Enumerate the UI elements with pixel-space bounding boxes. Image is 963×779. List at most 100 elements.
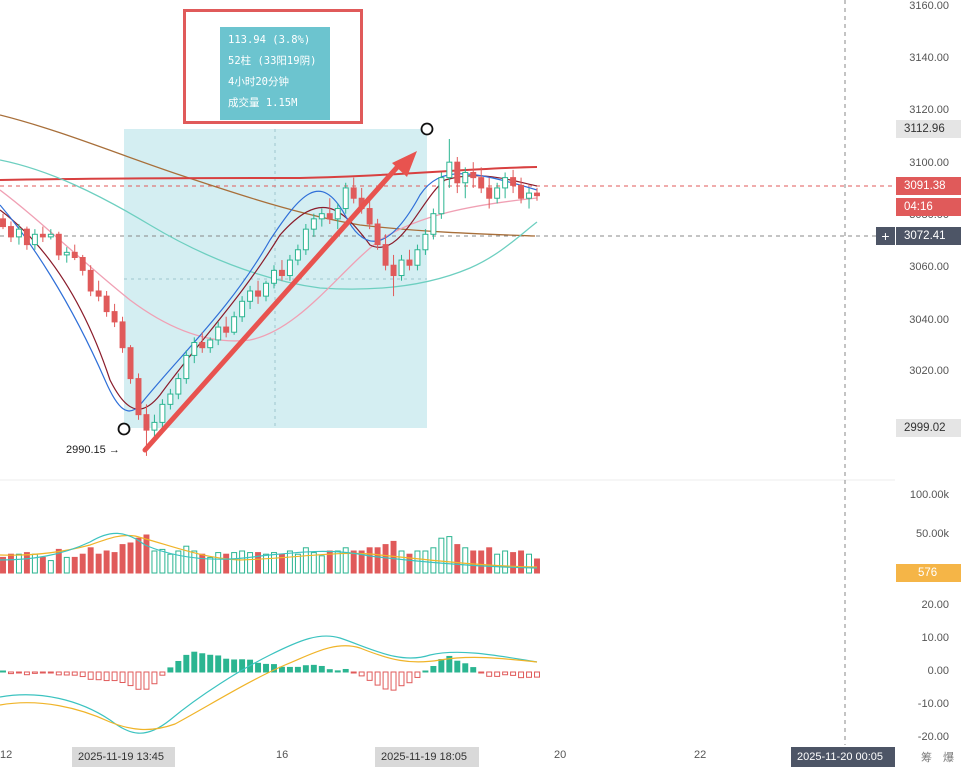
info-highlight-frame	[183, 9, 363, 124]
candle[interactable]	[366, 208, 373, 225]
candle[interactable]	[326, 213, 333, 220]
candle[interactable]	[406, 259, 413, 266]
candle[interactable]	[310, 218, 317, 230]
candle[interactable]	[151, 421, 158, 431]
price-axis-label: 3040.00	[909, 314, 949, 326]
candle[interactable]	[103, 295, 110, 313]
candle[interactable]	[271, 269, 277, 284]
candle[interactable]	[422, 233, 429, 251]
liquidation-tab[interactable]: 爆	[943, 752, 954, 764]
range-volume: 成交量 1.15M	[228, 97, 298, 109]
candle[interactable]	[7, 226, 14, 238]
candle[interactable]	[502, 177, 509, 189]
macd-bar	[239, 659, 246, 673]
volume-bar	[342, 547, 349, 574]
candle[interactable]	[478, 177, 485, 189]
candle[interactable]	[294, 249, 301, 261]
candle[interactable]	[255, 290, 262, 297]
candle[interactable]	[183, 354, 190, 380]
macd-bar	[119, 671, 126, 684]
candle[interactable]	[119, 321, 126, 349]
candle[interactable]	[374, 223, 381, 246]
candle[interactable]	[167, 393, 174, 405]
volume-bar	[55, 548, 62, 574]
candle[interactable]	[31, 233, 38, 246]
candle[interactable]	[207, 339, 214, 349]
candle[interactable]	[510, 177, 517, 186]
candle[interactable]	[0, 218, 6, 228]
candle[interactable]	[55, 233, 62, 256]
macd-bar	[534, 671, 540, 678]
candle[interactable]	[454, 161, 461, 184]
candle[interactable]	[263, 282, 269, 297]
candle[interactable]	[23, 228, 30, 246]
candle[interactable]	[526, 192, 533, 199]
macd-bar	[159, 671, 166, 676]
macd-bar	[382, 671, 389, 690]
candle[interactable]	[223, 326, 230, 333]
candle[interactable]	[39, 233, 46, 238]
candle[interactable]	[199, 342, 206, 349]
macd-bar	[207, 654, 214, 673]
candle[interactable]	[430, 213, 437, 235]
candle[interactable]	[71, 251, 78, 258]
candle[interactable]	[398, 259, 405, 277]
macd-bar	[526, 671, 533, 678]
candle[interactable]	[247, 290, 254, 302]
candle[interactable]	[494, 187, 501, 199]
macd-bar	[502, 671, 509, 676]
candle[interactable]	[534, 192, 540, 197]
candle[interactable]	[470, 171, 477, 179]
candle[interactable]	[79, 256, 86, 271]
candle[interactable]	[486, 187, 493, 199]
candle[interactable]	[334, 208, 341, 220]
candle[interactable]	[390, 264, 397, 277]
candle[interactable]	[462, 171, 469, 184]
volume-bar	[350, 550, 357, 574]
macd-bar	[31, 671, 38, 674]
low-price-arrow: →	[108, 444, 120, 456]
candle[interactable]	[191, 342, 198, 356]
candle[interactable]	[518, 184, 525, 199]
volume-bar	[446, 536, 453, 574]
candle[interactable]	[350, 187, 357, 199]
candle[interactable]	[446, 161, 453, 179]
range-change: 113.94 (3.8%)	[228, 34, 311, 46]
candle[interactable]	[382, 244, 389, 266]
candle[interactable]	[342, 187, 349, 210]
candle[interactable]	[135, 378, 142, 416]
candle[interactable]	[47, 233, 54, 238]
candle[interactable]	[159, 403, 166, 423]
volume-bar	[23, 552, 30, 574]
macd-bar	[494, 671, 501, 677]
chips-tab[interactable]: 筹	[921, 752, 932, 764]
candle[interactable]	[414, 249, 421, 266]
candle[interactable]	[15, 228, 22, 238]
candle[interactable]	[215, 326, 222, 341]
candle[interactable]	[438, 177, 445, 215]
add-alert-plus-button[interactable]: +	[876, 227, 895, 245]
candle[interactable]	[63, 251, 70, 256]
candle[interactable]	[231, 316, 238, 333]
candle[interactable]	[87, 269, 94, 292]
candle[interactable]	[127, 347, 134, 380]
volume-bar	[199, 553, 206, 574]
range-start-point[interactable]	[117, 422, 131, 436]
range-end-point[interactable]	[420, 122, 434, 136]
candle[interactable]	[175, 378, 182, 395]
macd-bar	[318, 665, 325, 673]
macd-bar	[510, 671, 517, 676]
candle[interactable]	[111, 311, 118, 323]
candle[interactable]	[302, 228, 309, 251]
candle[interactable]	[95, 290, 102, 297]
volume-bar	[231, 552, 238, 574]
candle[interactable]	[278, 269, 285, 277]
candle[interactable]	[143, 414, 150, 431]
candle[interactable]	[286, 259, 293, 277]
candle[interactable]	[318, 213, 325, 220]
candle[interactable]	[239, 300, 246, 318]
volume-ma-short	[0, 532, 538, 569]
macd-bar	[143, 671, 150, 690]
